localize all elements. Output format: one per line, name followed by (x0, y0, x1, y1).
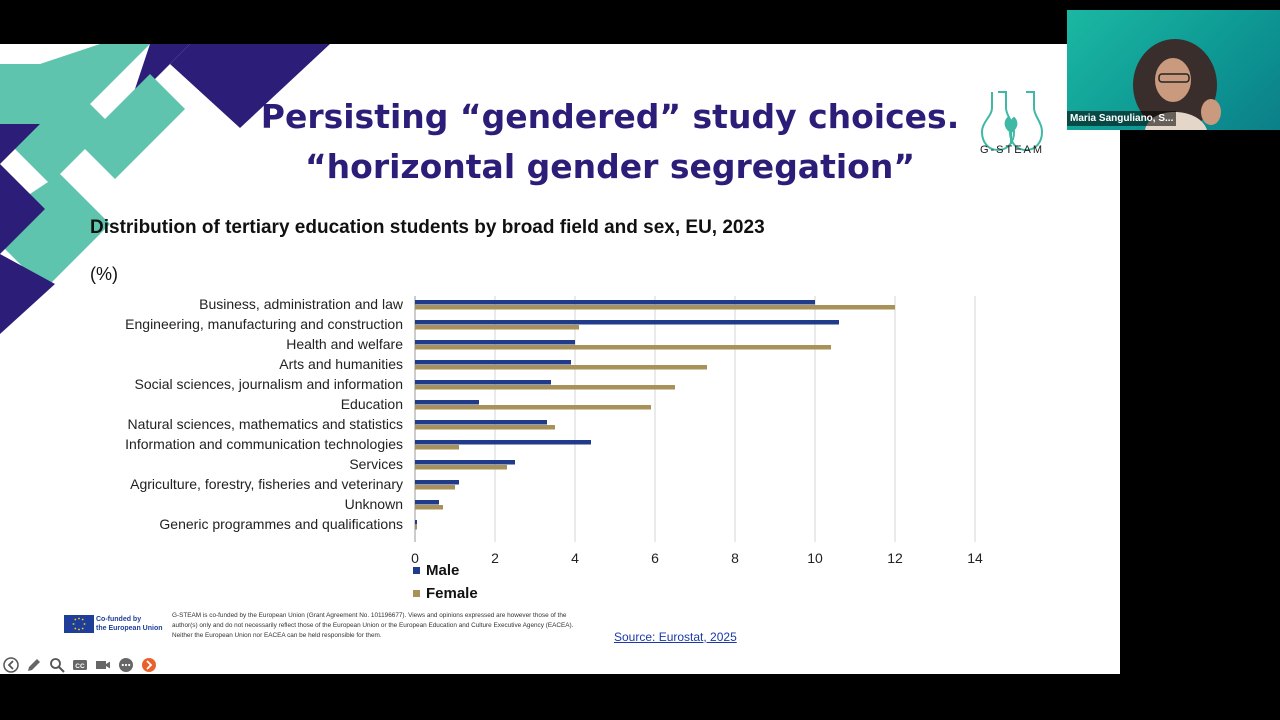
category-label: Services (349, 456, 403, 472)
bar-male (415, 400, 479, 405)
slide-title-line1: Persisting “gendered” study choices. (260, 97, 960, 136)
x-tick-label: 2 (491, 550, 499, 566)
legend-label-male: Male (426, 562, 460, 579)
bar-male (415, 460, 515, 465)
back-icon[interactable] (2, 656, 20, 674)
bar-female (415, 405, 651, 410)
logo-text: G-STEAM (979, 144, 1045, 156)
next-icon[interactable] (140, 656, 158, 674)
bar-female (415, 505, 443, 510)
x-tick-label: 14 (967, 550, 983, 566)
category-label: Arts and humanities (279, 356, 403, 372)
bar-female (415, 465, 507, 470)
category-label: Unknown (345, 496, 403, 512)
slide-title-line2: “horizontal gender segregation” (304, 147, 916, 186)
bar-male (415, 480, 459, 485)
chart-unit: (%) (90, 264, 118, 284)
bar-female (415, 385, 675, 390)
bar-male (415, 380, 551, 385)
bar-male (415, 360, 571, 365)
legend-swatch-male (413, 567, 420, 574)
category-label: Social sciences, journalism and informat… (135, 376, 403, 392)
bar-female (415, 305, 895, 310)
bar-female (415, 345, 831, 350)
category-label: Health and welfare (286, 336, 403, 352)
zoom-icon[interactable] (48, 656, 66, 674)
x-tick-label: 0 (411, 550, 419, 566)
bar-female (415, 525, 417, 530)
category-label: Information and communication technologi… (125, 436, 403, 452)
category-label: Generic programmes and qualifications (159, 516, 403, 532)
x-tick-label: 10 (807, 550, 823, 566)
x-tick-label: 4 (571, 550, 579, 566)
g-steam-flask-icon (980, 91, 1044, 152)
bar-female (415, 365, 707, 370)
bar-male (415, 440, 591, 445)
eu-flag-icon (64, 615, 94, 633)
bar-female (415, 445, 459, 450)
bar-male (415, 300, 815, 305)
x-tick-label: 12 (887, 550, 903, 566)
funding-disclaimer: G-STEAM is co-funded by the European Uni… (172, 612, 574, 639)
video-icon[interactable] (94, 656, 112, 674)
participant-name: Maria Sanguliano, S... (1067, 111, 1177, 126)
bar-female (415, 325, 579, 330)
bar-male (415, 420, 547, 425)
participant-video-tile[interactable]: Maria Sanguliano, S... (1067, 10, 1280, 130)
legend-swatch-female (413, 590, 420, 597)
category-label: Natural sciences, mathematics and statis… (128, 416, 403, 432)
more-icon[interactable] (117, 656, 135, 674)
bar-male (415, 500, 439, 505)
captions-icon[interactable]: CC (71, 656, 89, 674)
bar-female (415, 485, 455, 490)
legend-item-female: Female (413, 585, 478, 602)
decorative-shapes (0, 44, 330, 334)
chart-title: Distribution of tertiary education stude… (90, 217, 765, 238)
bar-male (415, 520, 417, 525)
svg-text:CC: CC (75, 663, 85, 670)
bar-female (415, 425, 555, 430)
category-label: Agriculture, forestry, fisheries and vet… (130, 476, 403, 492)
category-label: Education (341, 396, 403, 412)
bar-male (415, 320, 839, 325)
category-label: Business, administration and law (199, 296, 404, 312)
eu-cofunded-label: Co-funded by the European Union (96, 616, 163, 632)
bar-chart: 0 2 4 6 8 10 12 14 Business, administration and … (125, 296, 983, 566)
bar-male (415, 340, 575, 345)
source-link[interactable]: Source: Eurostat, 2025 (614, 630, 737, 644)
x-tick-label: 6 (651, 550, 659, 566)
x-tick-label: 8 (731, 550, 739, 566)
presentation-slide: Persisting “gendered” study choices. “ho… (0, 44, 1120, 674)
category-label: Engineering, manufacturing and construct… (125, 316, 403, 332)
legend-label-female: Female (426, 585, 478, 602)
pen-icon[interactable] (25, 656, 43, 674)
presenter-toolbar: CC (2, 655, 158, 675)
legend-item-male: Male (413, 562, 459, 579)
